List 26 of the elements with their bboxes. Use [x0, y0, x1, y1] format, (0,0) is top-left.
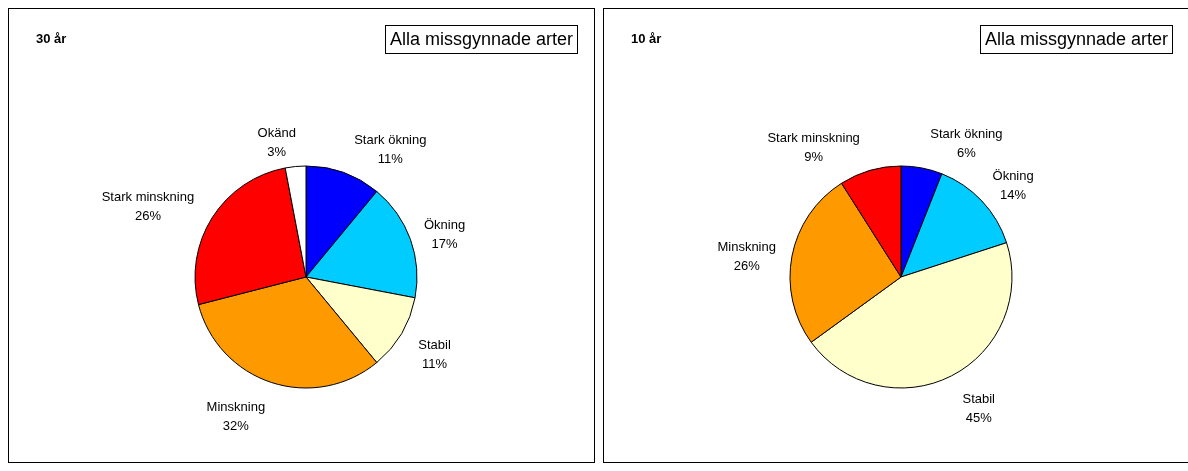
chart-title: 30 år: [36, 31, 67, 46]
slice-label: Stark minskning: [767, 129, 860, 145]
slice-label: Ökning: [424, 217, 466, 233]
slice-label: Ökning: [992, 168, 1034, 184]
slice-label: Stark minskning: [101, 189, 195, 205]
data-label: 9%: [804, 148, 824, 164]
slice-label: Stark ökning: [930, 126, 1003, 142]
slice-label: Okänd: [257, 124, 296, 140]
data-label: 26%: [733, 257, 761, 273]
data-label: 14%: [1000, 187, 1027, 203]
slice-label: Minskning: [717, 238, 776, 254]
data-label: 11%: [377, 151, 404, 167]
slice-label: Stabil: [962, 390, 996, 406]
data-label: 6%: [957, 145, 977, 161]
data-label: 3%: [267, 143, 287, 159]
slice-label: Minskning: [206, 399, 266, 415]
text: Alla missgynnade arter: [979, 25, 1173, 54]
data-label: 32%: [222, 418, 250, 434]
data-label: 11%: [422, 355, 448, 371]
data-label: 26%: [134, 208, 162, 224]
chart-title: 10 år: [631, 31, 662, 46]
slice-label: Stark ökning: [354, 132, 427, 148]
chart-subtitle: Alla missgynnade arter: [384, 25, 578, 54]
data-label: 45%: [965, 409, 993, 425]
slice-label: Stabil: [418, 336, 451, 352]
data-label: 17%: [431, 236, 459, 252]
